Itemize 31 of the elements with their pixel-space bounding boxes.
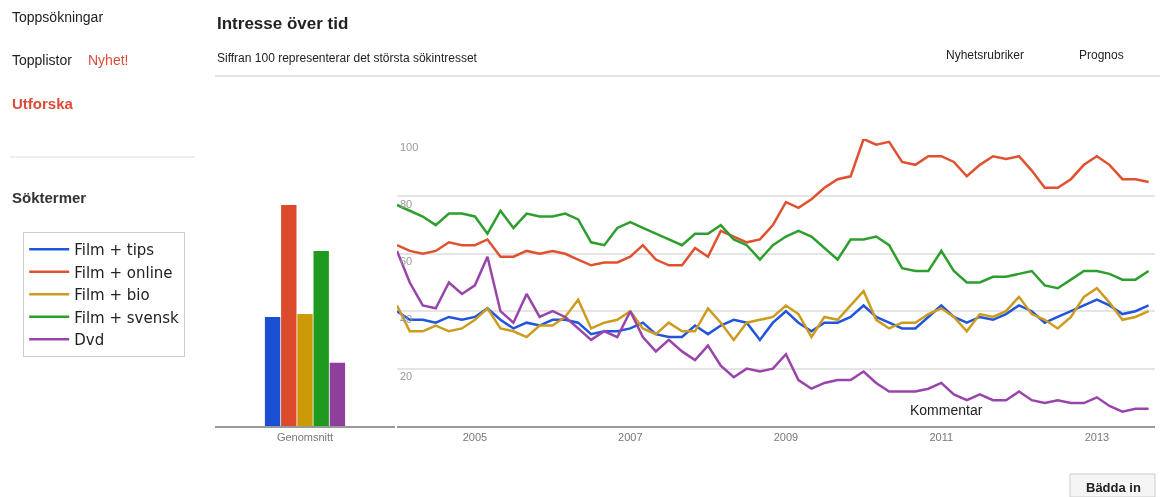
chart-title: Intresse över tid <box>217 14 349 33</box>
text: Nyhetsrubriker <box>946 48 1025 62</box>
x-tick-label: 2011 <box>929 431 954 444</box>
chart-subtitle: Siffran 100 representerar det största sökintresset <box>217 51 478 65</box>
text: Bädda in <box>1086 480 1141 495</box>
legend-label: Film + svensk <box>74 308 180 327</box>
text: Söktermer <box>12 189 87 206</box>
text: Toppsökningar <box>12 9 104 25</box>
x-tick-label: 2009 <box>773 431 799 444</box>
text: Utforska <box>12 95 74 112</box>
y-tick-label: 20 <box>400 370 413 383</box>
legend-label: Film + online <box>74 263 173 282</box>
bar <box>297 314 313 426</box>
y-tick-label: 40 <box>400 312 413 325</box>
bar <box>313 250 329 426</box>
x-tick-label: 2007 <box>618 431 643 444</box>
legend-label: Dvd <box>74 331 105 350</box>
text: Nyhet! <box>88 52 129 68</box>
x-tick-label: 2005 <box>462 431 488 444</box>
x-tick-label: Genomsnitt <box>276 431 334 444</box>
text: Topplistor <box>12 52 73 68</box>
y-tick-label: 80 <box>400 197 413 210</box>
legend-label: Film + bio <box>74 286 150 305</box>
legend-label: Film + tips <box>74 241 155 260</box>
y-tick-label: 100 <box>400 140 419 153</box>
bar <box>329 362 346 426</box>
bar <box>281 205 297 426</box>
annotation: Kommentar <box>910 402 983 418</box>
bar <box>264 316 281 426</box>
text: Prognos <box>1079 48 1124 62</box>
x-tick-label: 2013 <box>1084 431 1110 444</box>
